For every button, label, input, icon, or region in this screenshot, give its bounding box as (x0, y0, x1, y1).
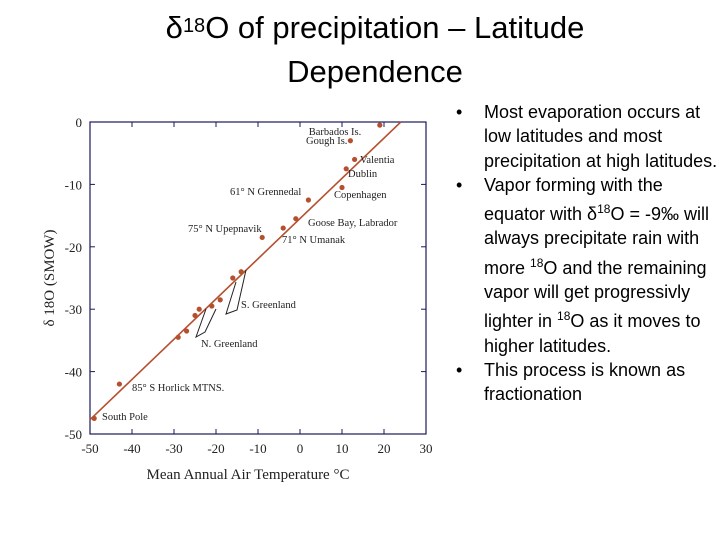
bullet-list: • Most evaporation occurs at low latitude… (456, 100, 718, 407)
bullet-superscript: 18 (530, 255, 544, 270)
bullet-text: Vapor forming with the equator with δ (484, 174, 663, 225)
data-point (217, 297, 223, 303)
y-tick-label: -10 (65, 177, 82, 192)
point-annotation: 71° N Umanak (282, 235, 346, 246)
bullet-item: • This process is known as fractionation (456, 358, 718, 407)
data-point (192, 312, 198, 319)
point-annotation: 61° N Grennedal (230, 187, 301, 198)
point-annotation: S. Greenland (241, 300, 297, 311)
x-tick-label: -20 (207, 441, 224, 456)
data-point (339, 184, 345, 191)
chart: -50 -40 -30 -20 -10 0 10 20 30 0 -10 -20 -30 -40 -50 Me… (30, 100, 450, 520)
data-point (377, 122, 383, 128)
bracket-s-greenland (225, 269, 247, 315)
bullet-item: • Vapor forming with the equator with δ18… (456, 173, 718, 358)
bracket-n-greenland (195, 308, 217, 339)
title-prefix: δ (165, 10, 183, 45)
data-point (280, 225, 286, 231)
y-tick-label: -40 (65, 365, 82, 380)
y-tick-label: -30 (65, 302, 82, 317)
data-point (175, 334, 181, 340)
data-point (230, 275, 236, 281)
point-annotation: Valentia (360, 155, 395, 166)
point-annotation: South Pole (102, 412, 148, 423)
y-axis-label: δ 18O (SMOW) (42, 229, 58, 326)
bullet-marker: • (456, 102, 463, 122)
chart-svg: -50 -40 -30 -20 -10 0 10 20 30 0 -10 -20 -30 -40 -50 Me… (42, 115, 433, 483)
data-point (259, 234, 265, 241)
slide-title: δ18O of precipitation – Latitude Depende… (0, 6, 720, 94)
bullet-marker: • (456, 359, 463, 380)
bullet-text: O and the remaining vapor will get progr… (484, 257, 707, 332)
data-point (343, 166, 349, 172)
y-tick-label: 0 (76, 115, 83, 130)
data-point (116, 381, 122, 387)
point-annotation: Goose Bay, Labrador (308, 218, 398, 229)
x-tick-label: 0 (297, 441, 304, 456)
data-point (305, 197, 311, 203)
x-tick-label: 30 (420, 441, 433, 456)
data-point (196, 306, 202, 312)
point-annotation: 85° S Horlick MTNS. (132, 383, 224, 394)
title-line2-text: Dependence (287, 54, 463, 89)
bullet-text: This process is known as fractionation (484, 359, 686, 405)
x-tick-label: -50 (81, 441, 98, 456)
bullet-superscript: 18 (597, 202, 611, 217)
x-tick-label: -30 (165, 441, 182, 456)
data-point (238, 269, 244, 275)
bullet-text: O as it moves to higher latitudes. (484, 311, 701, 356)
bullet-text: Most evaporation occurs at low latitudes… (484, 102, 718, 171)
title-superscript: 18 (182, 15, 206, 37)
data-point (352, 156, 358, 163)
bullet-text: O = -9‰ will always precipitate rain wit… (484, 204, 709, 278)
bullet-superscript: 18 (557, 309, 571, 324)
x-tick-label: 20 (378, 441, 391, 456)
bullet-marker: • (456, 174, 463, 195)
x-tick-label: -40 (123, 441, 140, 456)
x-axis-label: Mean Annual Air Temperature °C (147, 467, 350, 483)
data-point (209, 303, 215, 309)
y-tick-label: -20 (65, 240, 82, 255)
y-tick-label: -50 (65, 427, 82, 442)
x-tick-label: 10 (336, 441, 349, 456)
point-annotation: Gough Is. (306, 136, 347, 147)
point-annotation: Barbados Is. (309, 127, 362, 138)
data-point (91, 415, 97, 421)
data-point (347, 138, 353, 144)
point-annotation: N. Greenland (201, 339, 258, 350)
point-annotation: Dublin (348, 169, 378, 180)
title-line1-text: O of precipitation – Latitude (205, 10, 585, 45)
data-point (293, 216, 299, 222)
x-tick-label: -10 (249, 441, 266, 456)
point-annotation: Copenhagen (334, 190, 387, 201)
data-point (184, 328, 190, 334)
point-annotation: 75° N Upepnavik (188, 224, 262, 235)
bullet-item: • Most evaporation occurs at low latitude… (456, 100, 718, 173)
